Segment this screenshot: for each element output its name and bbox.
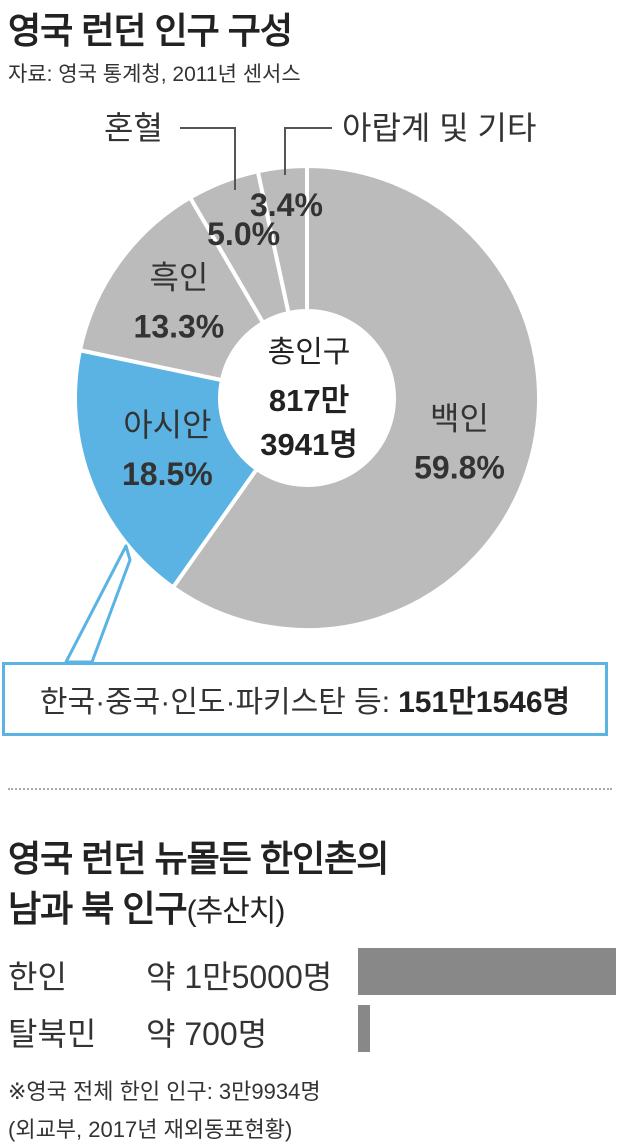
bar-value-label: 약 700명: [146, 1016, 268, 1052]
callout-pointer: [64, 544, 132, 664]
slice-value-white: 59.8%: [414, 449, 505, 485]
outer-label-mixed: 혼혈: [104, 110, 163, 146]
chart-title: 영국 런던 인구 구성: [8, 10, 293, 51]
callout-text: 한국·중국·인도·파키스탄 등: 151만1546명: [5, 665, 605, 733]
slice-asian: [73, 347, 260, 591]
bar-category-label: 탈북민: [8, 1016, 97, 1052]
leader-line-mixed: [180, 127, 236, 190]
callout-box: 한국·중국·인도·파키스탄 등: 151만1546명: [2, 662, 608, 736]
bar-chart-title-line2: 남과 북 인구(추산치): [8, 880, 286, 932]
center-total-label: 총인구: [268, 336, 351, 369]
footnote: ※영국 전체 한인 인구: 3만9934명: [8, 1079, 321, 1104]
callout-label: 한국·중국·인도·파키스탄 등:: [39, 686, 391, 719]
section-divider: [8, 788, 612, 790]
bar-category-label: 한인: [8, 959, 67, 995]
slice-label-black: 흑인: [149, 260, 208, 296]
slice-value-black: 13.3%: [134, 309, 225, 345]
bar: [358, 1005, 370, 1052]
center-total-value-1: 817만: [269, 383, 349, 418]
slice-value-other: 3.4%: [250, 187, 323, 223]
bar-chart-title: 영국 런던 뉴몰든 한인촌의: [8, 838, 389, 879]
slice-value-asian: 18.5%: [122, 456, 213, 492]
slice-label-white: 백인: [430, 400, 489, 436]
slice-white: [170, 163, 541, 632]
bar-chart-title-suffix: (추산치): [186, 895, 286, 928]
leader-line-other: [284, 127, 332, 175]
center-total-value-2: 3941명: [260, 427, 357, 462]
slice-label-asian: 아시안: [123, 407, 211, 443]
footnote-source: (외교부, 2017년 재외동포현황): [8, 1117, 293, 1142]
slice-value-mixed: 5.0%: [207, 216, 280, 252]
outer-label-other: 아랍계 및 기타: [342, 110, 536, 146]
bar: [358, 948, 616, 995]
bar-value-label: 약 1만5000명: [146, 959, 333, 995]
source-note: 자료: 영국 통계청, 2011년 센서스: [8, 63, 301, 86]
slice-other: [255, 163, 309, 316]
donut-chart: 백인 59.8% 아시안 18.5% 흑인 13.3% 5.0%3.4% 혼혈 아랍계 및 기타…: [64, 110, 541, 664]
callout-value: 151만1546명: [398, 686, 571, 719]
slice-black: [77, 194, 266, 383]
bar-chart-title-main: 남과 북 인구: [8, 888, 188, 929]
